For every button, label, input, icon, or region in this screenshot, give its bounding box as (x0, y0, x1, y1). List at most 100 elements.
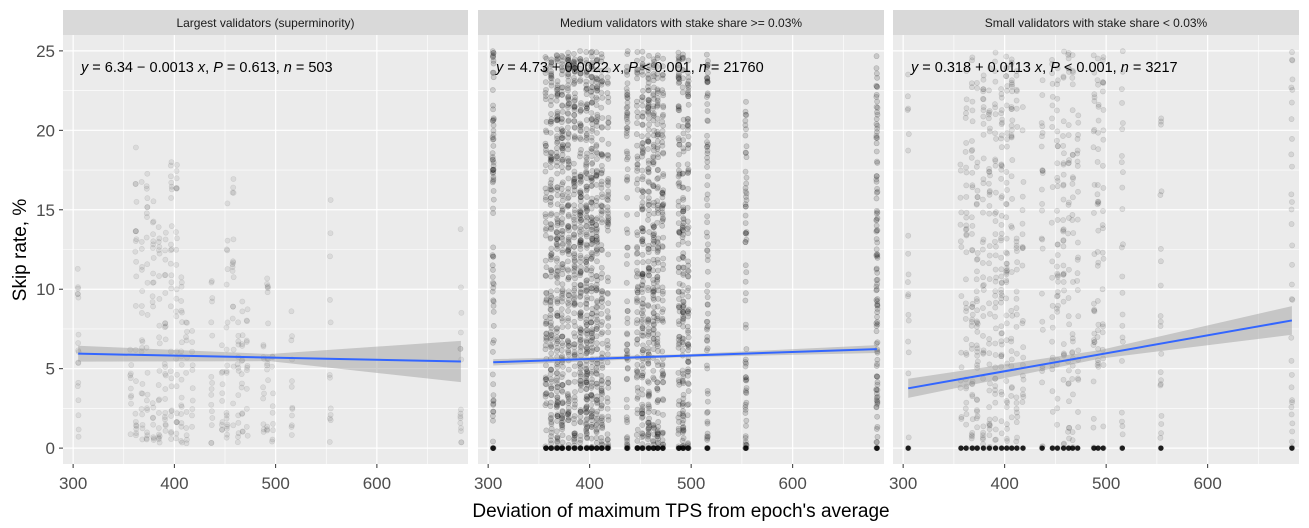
data-point (178, 279, 185, 286)
data-point (548, 344, 554, 351)
data-point (640, 87, 646, 94)
data-point (150, 303, 156, 310)
data-point (565, 77, 572, 84)
data-point (639, 401, 645, 408)
data-point (1008, 173, 1015, 180)
data-point (571, 180, 577, 187)
data-point (161, 360, 168, 367)
data-point (742, 401, 749, 408)
data-point (654, 238, 661, 245)
data-point (559, 432, 566, 439)
data-point (605, 445, 611, 451)
data-point (150, 415, 156, 422)
data-point (565, 234, 572, 241)
data-point (554, 399, 561, 406)
data-point (173, 308, 180, 315)
data-point (554, 438, 561, 445)
data-point (639, 122, 646, 128)
data-point (685, 101, 692, 108)
data-point (645, 126, 652, 133)
data-point (559, 315, 565, 322)
data-point (565, 134, 572, 141)
data-point (654, 276, 661, 283)
data-point (1289, 296, 1296, 303)
data-point (624, 419, 631, 426)
data-point (1003, 201, 1010, 208)
data-point (457, 329, 464, 336)
data-point (547, 156, 554, 163)
data-point (264, 284, 271, 291)
data-point (1099, 162, 1106, 169)
data-point (554, 86, 561, 93)
data-point (457, 410, 464, 417)
data-point (651, 322, 657, 328)
data-point (1039, 129, 1046, 136)
data-point (1069, 52, 1076, 58)
data-point (155, 434, 162, 441)
data-point (244, 306, 251, 313)
data-point (957, 238, 964, 245)
data-point (144, 261, 151, 268)
data-point (583, 203, 590, 210)
data-point (565, 351, 572, 358)
data-point (679, 437, 686, 444)
data-point (873, 140, 880, 147)
data-point (223, 369, 230, 376)
data-point (542, 219, 549, 226)
data-point (1288, 357, 1295, 364)
data-point (542, 374, 549, 381)
data-point (974, 194, 981, 201)
data-point (559, 264, 566, 271)
data-point (548, 93, 555, 100)
data-point (589, 241, 595, 248)
data-point (1008, 127, 1015, 134)
data-point (144, 407, 151, 413)
data-point (559, 181, 566, 188)
data-point (133, 432, 139, 439)
data-point (1065, 160, 1072, 167)
data-point (189, 348, 195, 355)
data-point (559, 157, 565, 163)
data-point (588, 267, 595, 274)
data-point (1094, 248, 1101, 255)
data-point (239, 342, 246, 349)
data-point (138, 406, 145, 412)
data-point (150, 231, 156, 238)
data-point (660, 411, 666, 418)
data-point (571, 118, 578, 125)
data-point (571, 56, 578, 63)
data-point (548, 221, 555, 228)
data-point (1003, 295, 1010, 302)
data-point (1069, 81, 1076, 88)
data-point (489, 150, 496, 157)
data-point (1074, 147, 1081, 154)
data-point (548, 429, 555, 436)
data-point (458, 309, 465, 316)
data-point (873, 397, 880, 404)
data-point (980, 313, 987, 319)
data-point (547, 297, 554, 304)
data-point (554, 245, 560, 252)
data-point (168, 279, 175, 286)
data-point (593, 367, 600, 374)
data-point (559, 231, 566, 237)
data-point (588, 310, 595, 317)
data-point (650, 181, 656, 188)
data-point (633, 320, 640, 327)
data-point (1289, 242, 1296, 249)
data-point (1039, 379, 1045, 386)
data-point (548, 293, 554, 300)
data-point (684, 218, 691, 225)
data-point (548, 75, 555, 82)
data-point (1100, 136, 1107, 143)
data-point (1157, 323, 1164, 329)
data-point (548, 273, 554, 280)
data-point (1289, 428, 1296, 435)
data-point (571, 214, 577, 221)
data-point (559, 228, 566, 235)
data-point (1065, 367, 1072, 374)
data-point (133, 378, 139, 385)
data-point (874, 423, 881, 430)
data-point (542, 140, 549, 147)
data-point (598, 242, 605, 249)
